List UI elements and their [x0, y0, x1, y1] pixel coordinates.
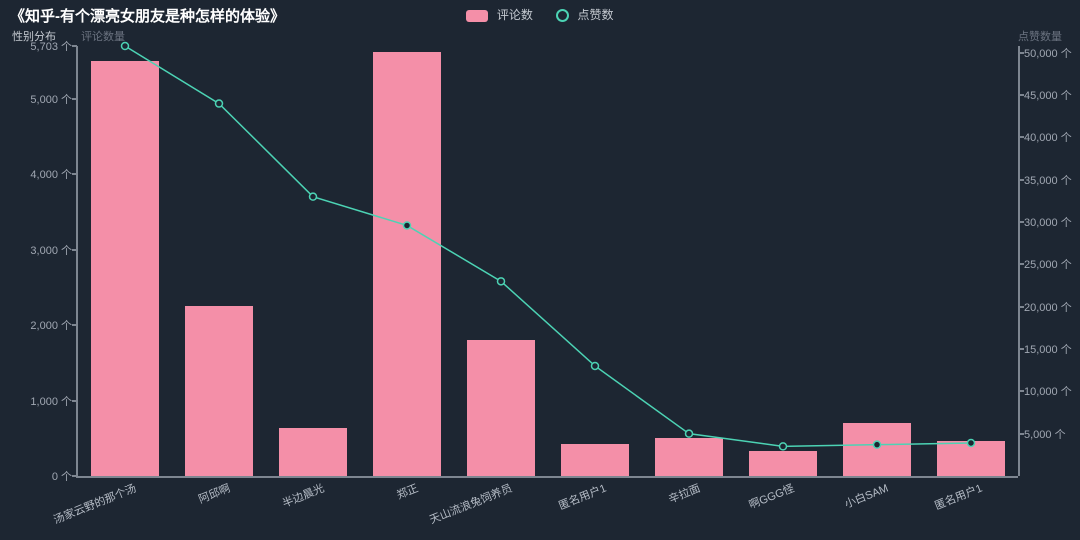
legend-bar-label: 评论数 — [497, 8, 533, 22]
line-marker[interactable] — [874, 441, 881, 448]
x-category-label: 小白SAM — [842, 480, 890, 512]
y-left-tick: 5,703 个 — [30, 38, 78, 54]
y-left-tick: 2,000 个 — [30, 317, 78, 333]
legend: 评论数 点赞数 — [0, 6, 1080, 23]
line-marker[interactable] — [686, 430, 693, 437]
y-right-tick: 5,000 个 — [1018, 426, 1066, 442]
y2-axis-label: 点赞数量 — [1018, 28, 1062, 44]
x-category-label: 匿名用户1 — [556, 480, 608, 514]
y-right-tick: 45,000 个 — [1018, 87, 1072, 103]
y-right-tick: 35,000 个 — [1018, 172, 1072, 188]
y-right-tick: 30,000 个 — [1018, 214, 1072, 230]
y-left-tick: 5,000 个 — [30, 91, 78, 107]
y-right-tick: 15,000 个 — [1018, 341, 1072, 357]
legend-line[interactable]: 点赞数 — [556, 8, 613, 22]
legend-line-label: 点赞数 — [578, 8, 614, 22]
legend-bar[interactable]: 评论数 — [466, 8, 536, 22]
line-series — [78, 46, 1018, 476]
chart-container: 《知乎-有个漂亮女朋友是种怎样的体验》 性别分布 评论数量 点赞数量 评论数 点… — [0, 0, 1080, 540]
x-category-label: 辛拉面 — [666, 480, 703, 507]
line-marker[interactable] — [310, 193, 317, 200]
y-left-tick: 3,000 个 — [30, 242, 78, 258]
y-right-tick: 25,000 个 — [1018, 256, 1072, 272]
line-marker[interactable] — [216, 100, 223, 107]
line-marker[interactable] — [592, 362, 599, 369]
line-marker[interactable] — [780, 443, 787, 450]
y-right-tick: 10,000 个 — [1018, 383, 1072, 399]
y-left-tick: 1,000 个 — [30, 393, 78, 409]
x-category-label: 汤家云野的那个汤 — [51, 480, 139, 528]
legend-bar-swatch — [466, 10, 488, 22]
plot-area: 0 个1,000 个2,000 个3,000 个4,000 个5,000 个5,… — [76, 46, 1018, 478]
line-marker[interactable] — [404, 222, 411, 229]
line-marker[interactable] — [122, 43, 129, 50]
y-left-tick: 4,000 个 — [30, 166, 78, 182]
x-category-label: 天山流浪兔饲养员 — [427, 480, 515, 528]
x-category-label: 匿名用户1 — [932, 480, 984, 514]
line-marker[interactable] — [498, 278, 505, 285]
y-right-tick: 40,000 个 — [1018, 129, 1072, 145]
tab-inactive[interactable]: 评论数量 — [81, 31, 125, 43]
x-category-label: 啊GGG怪 — [746, 480, 796, 513]
x-category-label: 半边晨光 — [280, 480, 327, 511]
x-category-label: 阿邱啊 — [196, 480, 233, 507]
x-category-label: 郑正 — [394, 480, 420, 503]
y-right-tick: 20,000 个 — [1018, 299, 1072, 315]
y-right-tick: 50,000 个 — [1018, 45, 1072, 61]
legend-line-dot — [556, 9, 569, 22]
line-marker[interactable] — [968, 439, 975, 446]
